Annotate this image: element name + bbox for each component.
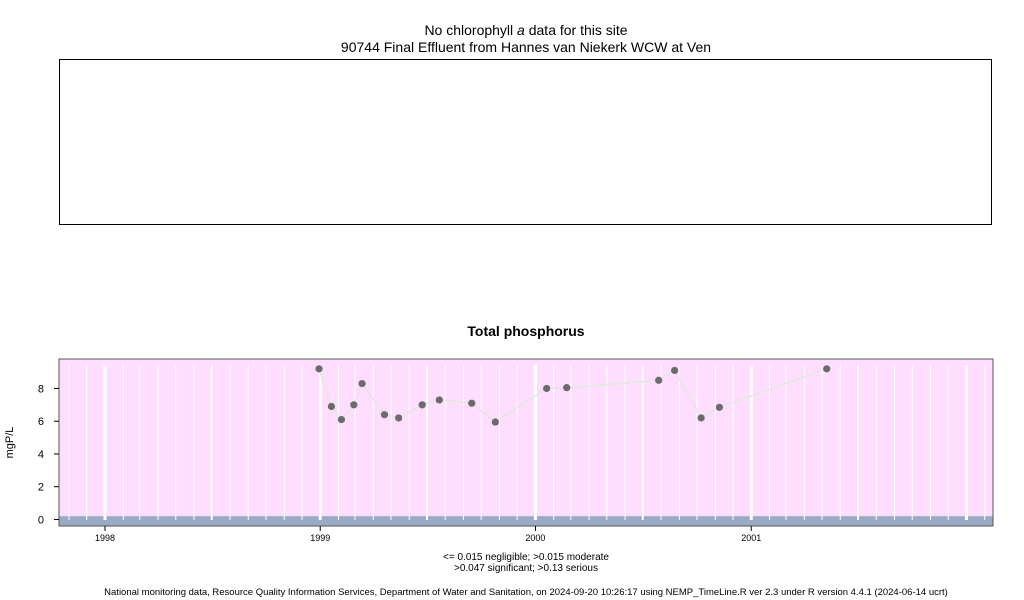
data-point [435,396,443,404]
data-point [418,401,426,409]
plot-frame [58,358,994,527]
site-title: 90744 Final Effluent from Hannes van Nie… [340,39,712,55]
x-tick-label: 2000 [525,533,545,543]
serious-band [59,359,993,526]
data-point [670,366,679,375]
y-tick-label: 2 [38,482,44,494]
data-point [395,414,403,422]
y-tick-label: 8 [38,383,44,395]
y-tick-label: 4 [38,449,44,461]
legend-line-2: >0.047 significant; >0.13 serious [454,563,598,574]
chlorophyll-empty-panel [59,59,992,225]
data-point [358,379,366,388]
data-point [350,401,358,409]
y-tick-label: 6 [38,416,44,428]
data-point [315,365,323,373]
no-data-italic: a [517,22,525,38]
data-point [823,365,831,373]
footer-credit: National monitoring data, Resource Quali… [104,587,948,598]
y-tick-label: 0 [38,514,44,526]
data-point [715,403,724,411]
data-point [543,384,551,393]
data-point [468,399,476,407]
data-point [563,384,571,392]
x-tick-label: 1998 [95,533,115,543]
data-point [491,418,499,426]
no-data-message: No chlorophyll a data for this site [0,22,1024,38]
data-point [337,415,346,424]
data-point [380,411,389,419]
negligible-band [59,516,993,526]
data-point [655,376,663,384]
legend-line-1: <= 0.015 negligible; >0.015 moderate [443,552,609,563]
no-data-suffix: data for this site [524,22,628,38]
y-axis-label: mgP/L [4,427,16,459]
x-tick-label: 2001 [741,533,761,543]
no-data-prefix: No chlorophyll [424,22,518,38]
data-point [697,414,705,422]
data-point [327,402,336,411]
x-tick-label: 1999 [310,533,330,543]
chart-title: Total phosphorus [467,323,585,339]
